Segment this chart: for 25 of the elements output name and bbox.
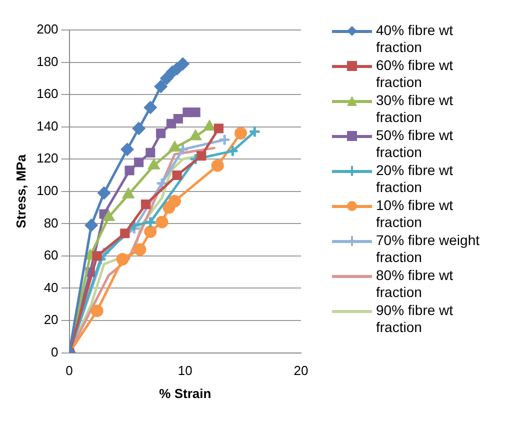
legend-label: 20% fibre wt fraction xyxy=(376,162,454,196)
y-tick-label: 180 xyxy=(36,54,58,69)
x-axis-title: % Strain xyxy=(159,386,212,401)
y-tick-label: 0 xyxy=(51,344,58,360)
x-tick-label: 0 xyxy=(66,363,73,378)
y-tick-label: 80 xyxy=(44,215,58,230)
legend-label: 90% fibre wt fraction xyxy=(376,302,454,336)
y-tick-label: 160 xyxy=(36,86,58,102)
y-tick-label: 120 xyxy=(36,150,58,166)
x-tick-label: 10 xyxy=(178,363,192,378)
y-tick-label: 40 xyxy=(44,280,58,295)
y-tick-label: 60 xyxy=(44,248,58,263)
x-tick-label: 20 xyxy=(294,363,308,378)
legend-label: 10% fibre wt fraction xyxy=(376,197,454,231)
y-tick-label: 200 xyxy=(36,22,58,37)
legend-label: 60% fibre wt fraction xyxy=(376,57,454,91)
y-tick-label: 140 xyxy=(36,118,58,134)
y-axis-title: Stress, MPa xyxy=(13,154,28,228)
legend-label: 80% fibre wt fraction xyxy=(376,267,454,301)
y-tick-label: 20 xyxy=(44,312,58,328)
legend-label: 30% fibre wt fraction xyxy=(376,92,454,126)
legend-label: 40% fibre wt fraction xyxy=(376,22,454,56)
legend-label: 50% fibre wt fraction xyxy=(376,127,454,161)
y-tick-label: 100 xyxy=(36,182,58,198)
legend-label: 70% fibre weight fraction xyxy=(376,232,481,266)
